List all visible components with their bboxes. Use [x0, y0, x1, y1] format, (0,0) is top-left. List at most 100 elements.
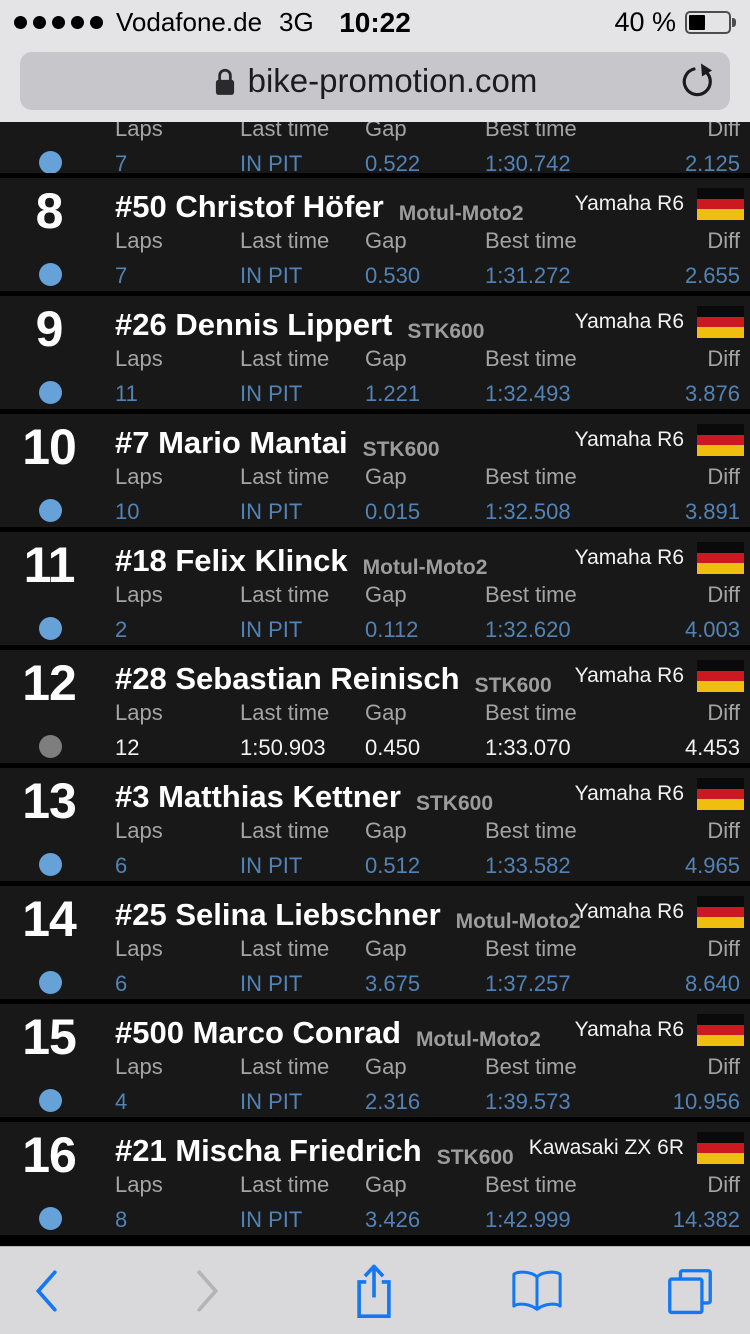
rider-row: 12 #28 Sebastian Reinisch STK600 Yamaha … [0, 650, 750, 763]
stat-gap: Gap 1.221 [365, 346, 420, 407]
position-number: 14 [22, 891, 77, 947]
diff-label: Diff [707, 700, 740, 725]
diff-value: 3.876 [684, 381, 740, 406]
gap-value: 0.112 [365, 617, 419, 642]
reload-button[interactable] [674, 58, 718, 104]
laps-label: Laps [115, 700, 163, 725]
stat-diff: Diff 4.003 [685, 582, 740, 643]
stat-laps: Laps 2 [115, 582, 163, 643]
tabs-icon[interactable] [659, 1260, 721, 1322]
stat-last-time: Last time IN PIT [240, 936, 329, 997]
stat-gap: Gap 2.316 [365, 1054, 420, 1115]
diff-label: Diff [707, 122, 740, 141]
stat-laps: Laps 10 [115, 464, 163, 525]
status-bar: Vodafone.de 3G 10:22 40 % [0, 0, 750, 44]
address-bar[interactable]: bike-promotion.com [20, 52, 730, 110]
stat-last-time: Last time 1:50.903 [240, 700, 329, 761]
rider-class-label: Motul-Moto2 [362, 556, 488, 579]
laps-label: Laps [115, 936, 163, 961]
rider-class-label: STK600 [436, 1146, 514, 1169]
laps-value: 7 [115, 263, 128, 288]
stat-laps: Laps 12 [115, 700, 163, 761]
best-time-label: Best time [485, 700, 577, 725]
laps-value: 8 [115, 1207, 128, 1232]
share-icon[interactable] [346, 1256, 402, 1326]
rider-status-dot [39, 381, 62, 404]
best-time-label: Best time [485, 346, 577, 371]
stat-laps: Laps 11 [115, 346, 163, 407]
bike-model-label: Yamaha R6 [574, 192, 684, 215]
stat-diff: Diff 8.640 [685, 936, 740, 997]
clock-label: 10:22 [339, 7, 411, 38]
stat-best-time: Best time 1:32.508 [485, 464, 577, 525]
position-number: 8 [35, 183, 64, 239]
bike-model-label: Yamaha R6 [574, 664, 684, 687]
bike-line: Yamaha R6 [575, 778, 744, 811]
laps-value: 10 [115, 499, 140, 524]
gap-label: Gap [365, 1054, 407, 1079]
stat-gap: Gap 0.530 [365, 228, 420, 289]
rider-row: 7 Laps 7 Last time IN PIT Gap 0.522 [0, 122, 750, 173]
stat-gap: Gap 0.015 [365, 464, 420, 525]
rider-row: 9 #26 Dennis Lippert STK600 Yamaha R6 La… [0, 296, 750, 409]
rider-name: #18 Felix Klinck [115, 543, 348, 578]
stat-laps: Laps 6 [115, 818, 163, 879]
bike-line: Yamaha R6 [575, 424, 744, 457]
battery-icon [685, 10, 736, 34]
laps-value: 7 [115, 151, 128, 173]
back-button[interactable] [25, 1263, 67, 1319]
last-time-value: IN PIT [240, 499, 303, 524]
rider-status-dot [39, 151, 62, 173]
position-number: 7 [0, 122, 98, 128]
lock-icon [213, 67, 237, 97]
laps-label: Laps [115, 122, 163, 141]
stat-gap: Gap 0.512 [365, 818, 420, 879]
laps-value: 11 [115, 381, 138, 406]
germany-flag-icon [697, 542, 744, 575]
gap-label: Gap [365, 228, 407, 253]
diff-label: Diff [707, 936, 740, 961]
rider-class-label: Motul-Moto2 [416, 1028, 541, 1051]
last-time-value: 1:50.903 [240, 735, 326, 760]
timing-list: 7 Laps 7 Last time IN PIT Gap 0.522 [0, 122, 750, 1246]
position-number: 15 [22, 1009, 77, 1065]
rider-name: #7 Mario Mantai [115, 425, 348, 460]
diff-value: 2.655 [684, 263, 740, 288]
stat-last-time: Last time IN PIT [240, 228, 329, 289]
position-number: 12 [22, 655, 77, 711]
rider-class-label: STK600 [415, 792, 494, 815]
stat-last-time: Last time IN PIT [240, 1172, 329, 1233]
last-time-value: IN PIT [240, 853, 303, 878]
diff-label: Diff [707, 228, 740, 253]
bike-model-label: Yamaha R6 [574, 546, 684, 569]
stat-best-time: Best time 1:31.272 [485, 228, 577, 289]
diff-value: 2.125 [684, 151, 740, 173]
rider-class-label: STK600 [362, 438, 440, 461]
stat-last-time: Last time IN PIT [240, 1054, 329, 1115]
laps-label: Laps [115, 346, 163, 371]
bike-line: Kawasaki ZX 6R [529, 1132, 744, 1165]
rider-name-line: #18 Felix Klinck Motul-Moto2 [115, 543, 487, 580]
rider-name-line: #500 Marco Conrad Motul-Moto2 [115, 1015, 541, 1052]
url-bar-row: bike-promotion.com [0, 44, 750, 122]
browser-top-chrome: Vodafone.de 3G 10:22 40 % bike-promotion… [0, 0, 750, 122]
stat-best-time: Best time 1:32.620 [485, 582, 577, 643]
rider-row: 14 #25 Selina Liebschner Motul-Moto2 Yam… [0, 886, 750, 999]
gap-value: 0.512 [365, 853, 421, 878]
diff-label: Diff [707, 582, 740, 607]
diff-label: Diff [707, 464, 740, 489]
stat-last-time: Last time IN PIT [240, 818, 329, 879]
forward-button[interactable] [187, 1263, 229, 1319]
best-time-value: 1:31.272 [485, 263, 571, 288]
status-right: 40 % [614, 7, 736, 38]
diff-value: 4.453 [684, 735, 740, 760]
best-time-value: 1:32.620 [485, 617, 571, 642]
bike-model-label: Yamaha R6 [574, 1018, 684, 1041]
bookmarks-icon[interactable] [503, 1261, 571, 1321]
best-time-value: 1:33.070 [485, 735, 571, 760]
last-time-label: Last time [240, 936, 330, 961]
best-time-value: 1:39.573 [485, 1089, 571, 1114]
rider-name: #26 Dennis Lippert [115, 307, 393, 342]
last-time-label: Last time [240, 1172, 330, 1197]
